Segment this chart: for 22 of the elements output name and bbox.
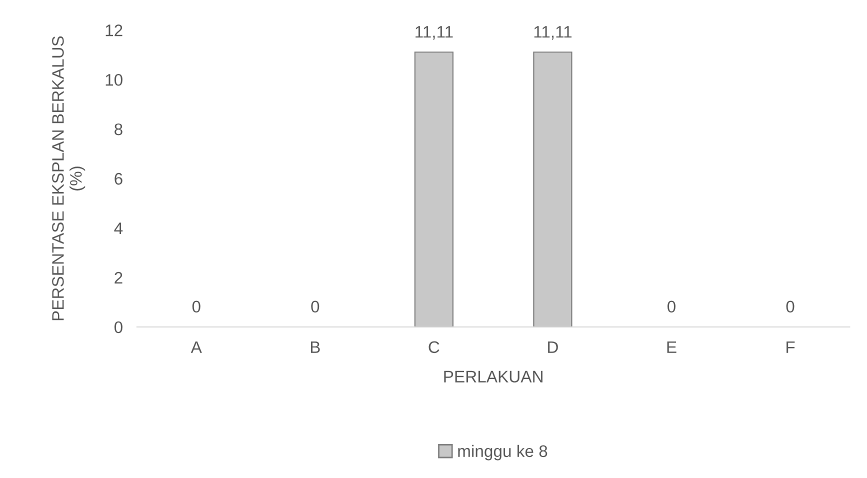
x-tick-label: D <box>548 341 558 353</box>
y-tick-label: 4 <box>114 222 123 234</box>
data-label: 0 <box>668 300 676 313</box>
data-label: 0 <box>192 300 200 313</box>
y-tick-label: 0 <box>114 321 122 334</box>
y-tick-label: 10 <box>106 74 122 86</box>
x-tick-label: F <box>786 341 795 353</box>
x-axis-title: PERLAKUAN <box>444 370 542 383</box>
data-label: 11,11 <box>416 26 453 40</box>
y-tick-label: 2 <box>114 272 122 284</box>
y-tick-label: 8 <box>114 123 122 136</box>
legend-label: minggu ke 8 <box>458 444 548 460</box>
data-label: 0 <box>311 300 320 313</box>
x-tick-label: C <box>428 341 440 354</box>
y-tick-label: 12 <box>106 24 122 36</box>
y-tick-label: 6 <box>114 172 122 185</box>
x-tick-label: E <box>667 341 676 353</box>
x-tick-label: B <box>310 341 320 353</box>
x-tick-label: A <box>190 341 202 353</box>
data-label: 0 <box>786 300 794 313</box>
data-label: 11,11 <box>534 26 572 40</box>
y-axis-title: PERSENTASE EKSPLAN BERKALUS (%) <box>52 36 86 320</box>
